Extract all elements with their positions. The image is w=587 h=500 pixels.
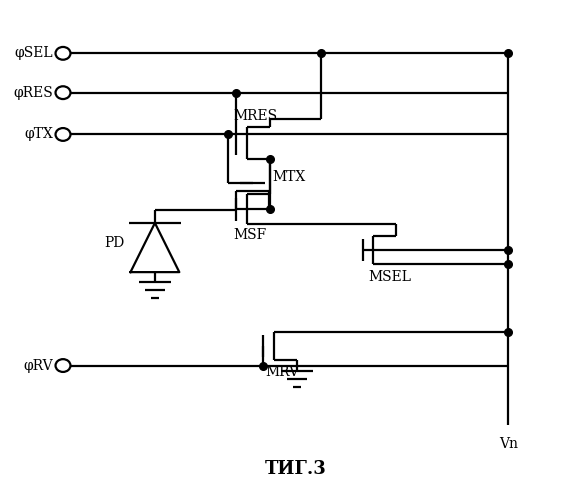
Text: Vn: Vn (499, 437, 518, 451)
Text: φRV: φRV (23, 358, 53, 372)
Text: φRES: φRES (14, 86, 53, 100)
Text: ΤИГ.3: ΤИГ.3 (265, 460, 326, 478)
Text: φSEL: φSEL (15, 46, 53, 60)
Text: MSF: MSF (234, 228, 267, 242)
Text: MRES: MRES (234, 109, 278, 123)
Text: MTX: MTX (272, 170, 306, 184)
Text: MSEL: MSEL (369, 270, 411, 283)
Text: MRV: MRV (265, 366, 299, 380)
Text: PD: PD (104, 236, 124, 250)
Text: φTX: φTX (25, 128, 53, 141)
